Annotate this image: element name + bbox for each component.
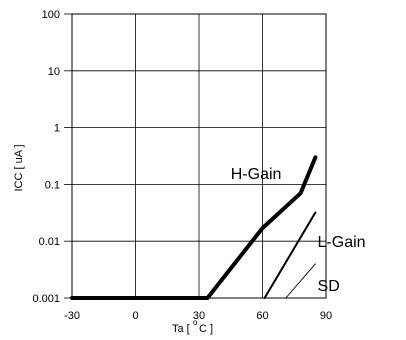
y-tick-labels: 100 10 1 0.1 0.01 0.001	[32, 9, 60, 305]
y-axis-label: ICC [ uA ]	[13, 144, 25, 191]
series-labels: H-Gain L-Gain SD	[231, 166, 366, 295]
y-tick-label: 100	[42, 9, 60, 21]
x-axis-label-prefix: Ta [	[172, 323, 190, 335]
x-tick-label: 90	[320, 310, 332, 322]
series-line-sd	[285, 263, 316, 299]
series-lines	[70, 155, 318, 300]
y-tick-label: 10	[48, 66, 60, 78]
grid-lines	[64, 13, 327, 299]
y-tick-label: 1	[54, 123, 60, 135]
x-axis-label-degree: o	[193, 318, 198, 327]
x-tick-label: -30	[64, 310, 80, 322]
x-tick-label: 0	[132, 310, 138, 322]
y-tick-label: 0.01	[39, 236, 60, 248]
series-label-l-gain: L-Gain	[318, 234, 366, 251]
x-tick-label: 30	[193, 310, 205, 322]
x-tick-labels: -30 0 30 60 90	[64, 310, 332, 322]
x-axis-label: Ta [ o C ]	[172, 318, 213, 335]
series-line-l-gain	[263, 211, 317, 299]
series-label-h-gain: H-Gain	[231, 166, 282, 183]
series-label-sd: SD	[318, 278, 340, 295]
x-tick-label: 60	[256, 310, 268, 322]
series-line-h-gain	[70, 155, 318, 300]
y-tick-label: 0.1	[45, 179, 60, 191]
x-axis-label-suffix: C ]	[199, 323, 213, 335]
y-tick-label: 0.001	[32, 293, 60, 305]
